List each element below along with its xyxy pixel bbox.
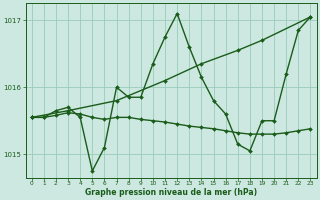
X-axis label: Graphe pression niveau de la mer (hPa): Graphe pression niveau de la mer (hPa) bbox=[85, 188, 257, 197]
